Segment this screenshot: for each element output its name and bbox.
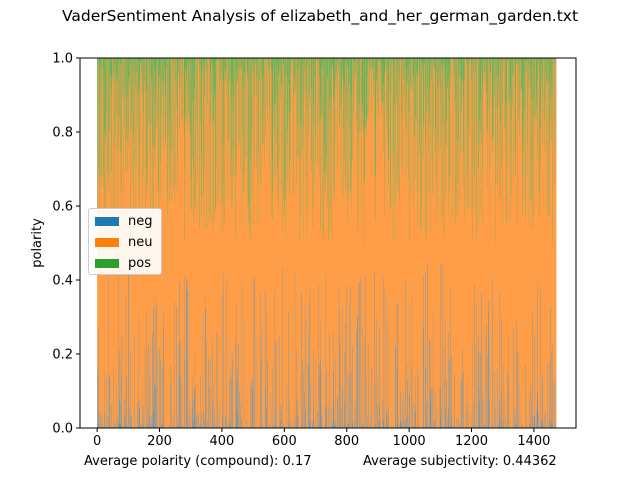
x-tick-label: 1400 bbox=[517, 434, 550, 449]
y-tick-label: 0.4 bbox=[52, 274, 73, 289]
legend-label-neg: neg bbox=[128, 213, 153, 229]
legend-swatch-pos bbox=[95, 258, 119, 268]
legend-label-pos: pos bbox=[128, 255, 151, 271]
legend: neg neu pos bbox=[88, 208, 162, 275]
plot-frame bbox=[79, 57, 577, 429]
chart-title: VaderSentiment Analysis of elizabeth_and… bbox=[61, 7, 579, 25]
y-axis-label: polarity bbox=[30, 218, 45, 268]
y-tick-label: 1.0 bbox=[52, 52, 73, 67]
y-tick-label: 0.6 bbox=[52, 200, 73, 215]
x-tick-label: 1200 bbox=[455, 434, 488, 449]
bars-group bbox=[97, 58, 557, 429]
x-tick-label: 200 bbox=[147, 434, 172, 449]
average-polarity-text: Average polarity (compound): 0.17 bbox=[84, 454, 312, 469]
average-subjectivity-text: Average subjectivity: 0.44362 bbox=[363, 454, 557, 469]
x-tick-label: 800 bbox=[334, 434, 359, 449]
y-tick-label: 0.8 bbox=[52, 126, 73, 141]
legend-label-neu: neu bbox=[128, 234, 153, 250]
legend-swatch-neg bbox=[95, 216, 119, 226]
x-tick-label: 400 bbox=[210, 434, 235, 449]
axes-group: 0 200 400 600 800 1000 1200 1400 0.0 0.2 0.4 0.6 0.8… bbox=[52, 52, 577, 449]
x-tick-label: 1000 bbox=[393, 434, 426, 449]
legend-item-neu: neu bbox=[95, 234, 152, 250]
x-tick-label: 600 bbox=[272, 434, 297, 449]
y-tick-label: 0.2 bbox=[52, 348, 73, 363]
legend-item-pos: pos bbox=[95, 255, 151, 271]
legend-item-neg: neg bbox=[95, 213, 153, 229]
legend-swatch-neu bbox=[95, 237, 119, 247]
y-tick-label: 0.0 bbox=[52, 422, 73, 437]
x-tick-label: 0 bbox=[93, 434, 101, 449]
